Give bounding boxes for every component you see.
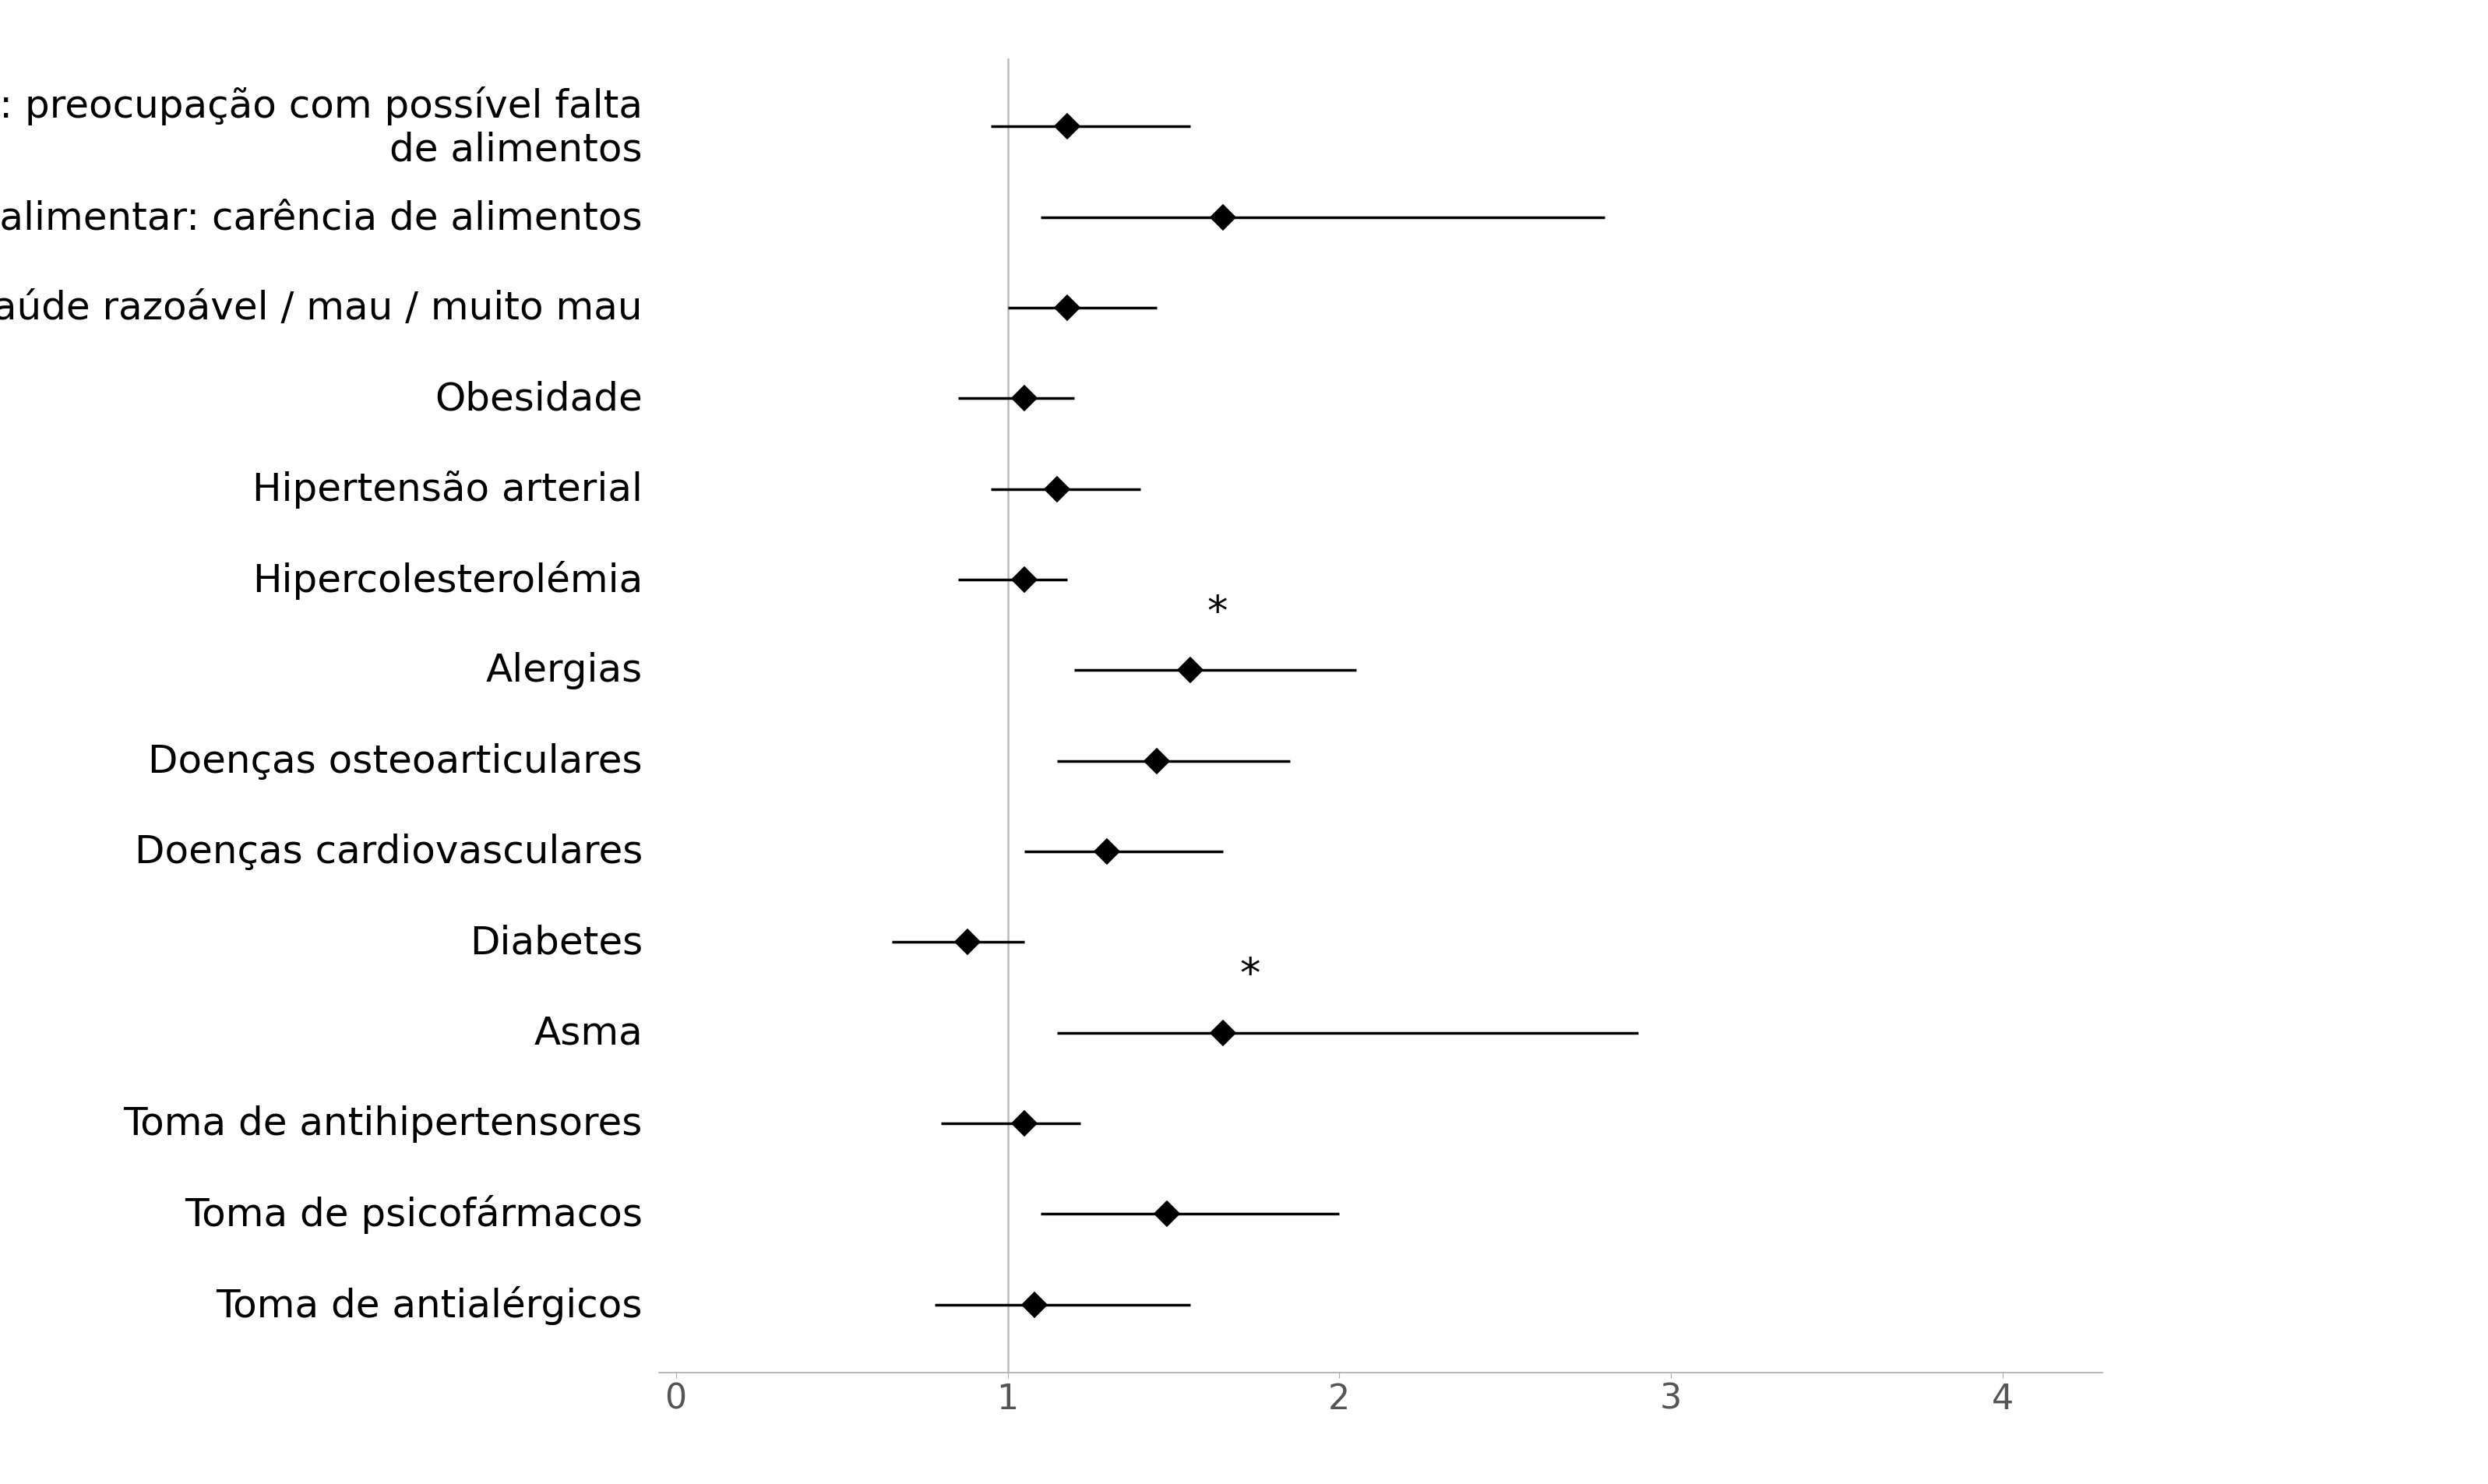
Text: *: * [1239, 954, 1261, 994]
Text: *: * [1207, 592, 1227, 632]
